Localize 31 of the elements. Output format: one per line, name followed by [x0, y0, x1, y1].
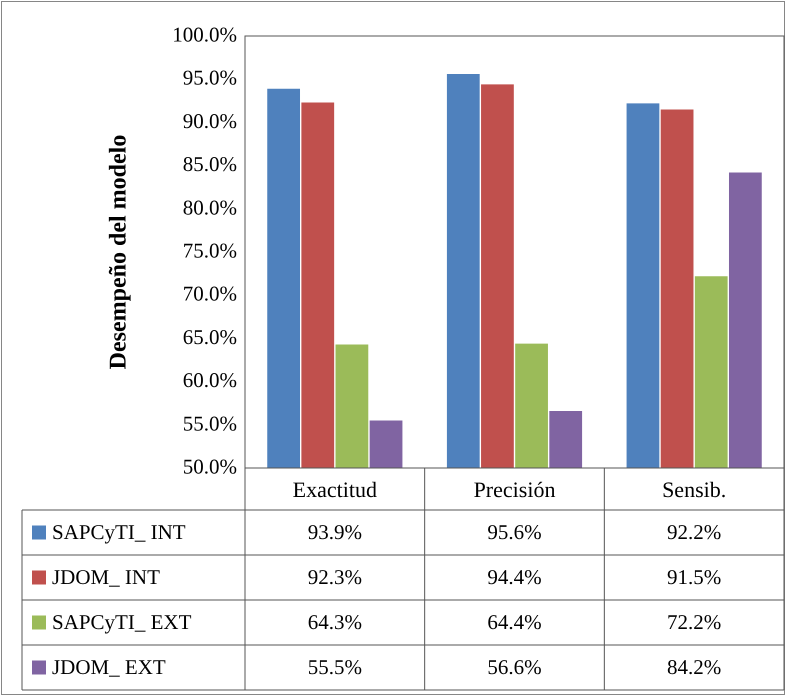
y-tick-label: 90.0% [182, 108, 237, 133]
y-tick-label: 50.0% [182, 454, 237, 479]
data-label: 95.6% [487, 520, 542, 544]
legend-label: JDOM_ EXT [52, 655, 166, 680]
data-label: 92.2% [667, 520, 722, 544]
y-tick-label: 100.0% [172, 22, 237, 47]
y-tick-label: 75.0% [182, 238, 237, 263]
y-tick-label: 85.0% [182, 152, 237, 176]
data-label: 93.9% [308, 520, 362, 544]
y-tick-label: 80.0% [182, 195, 237, 220]
legend-label: SAPCyTI_ EXT [52, 610, 192, 634]
data-label: 72.2% [667, 610, 722, 634]
y-tick-label: 65.0% [182, 324, 237, 349]
legend-label: SAPCyTI_ INT [52, 520, 186, 544]
x-tick-label: Sensib. [662, 476, 726, 502]
data-label: 55.5% [308, 655, 362, 680]
x-tick-label: Exactitud [292, 476, 377, 502]
data-label: 64.3% [308, 610, 362, 634]
data-label: 64.4% [487, 610, 542, 634]
y-tick-label: 70.0% [182, 282, 237, 306]
data-label: 92.3% [308, 565, 362, 590]
y-tick-label: 95.0% [182, 66, 237, 90]
y-axis-title: Desempeño del modelo [106, 134, 132, 370]
data-label: 56.6% [487, 655, 542, 680]
y-tick-label: 55.0% [182, 411, 237, 436]
x-tick-label: Precisión [474, 476, 556, 502]
data-label: 94.4% [487, 565, 542, 590]
data-label: 91.5% [667, 565, 722, 590]
legend-label: JDOM_ INT [52, 565, 160, 590]
data-label: 84.2% [667, 655, 722, 680]
y-tick-label: 60.0% [182, 368, 237, 392]
